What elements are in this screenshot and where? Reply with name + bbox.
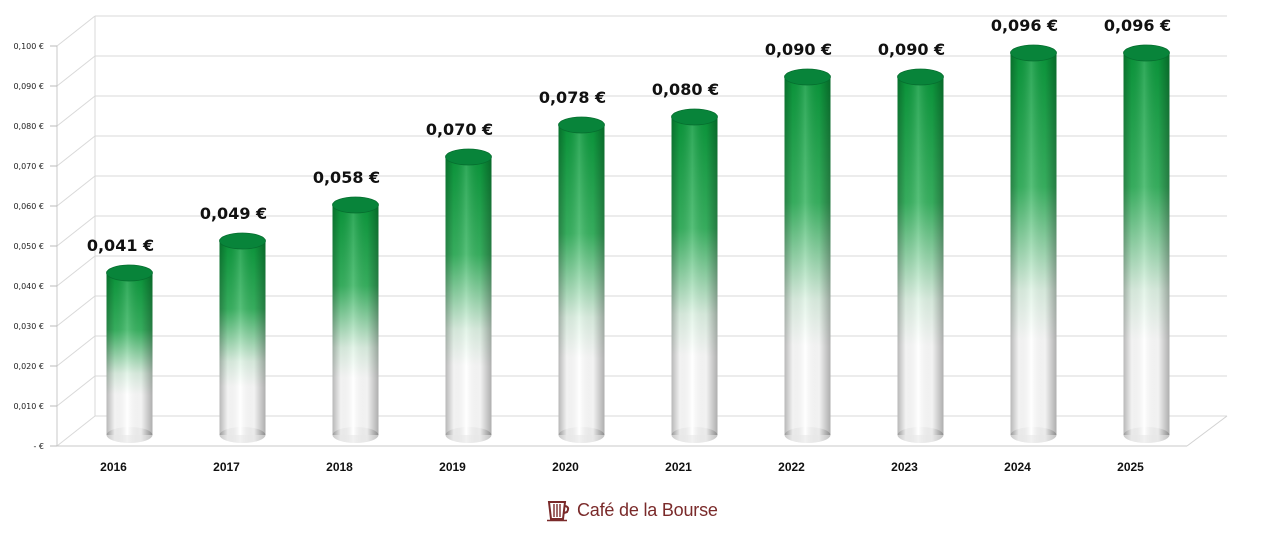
bar-base-shade: [106, 427, 153, 443]
bar-shading: [332, 205, 379, 435]
bar-base-shade: [1123, 427, 1170, 443]
y-tick-label: 0,020 €: [13, 362, 44, 371]
bar-shading: [897, 77, 944, 435]
bar-shading: [671, 117, 718, 435]
bar-top: [1010, 44, 1057, 62]
bar-shading: [558, 125, 605, 435]
bar-2025: [1123, 44, 1170, 443]
category-label-2017: 2017: [213, 460, 240, 474]
category-label-2016: 2016: [100, 460, 127, 474]
data-label-2019: 0,070 €: [426, 120, 493, 139]
gridline-side: [56, 95, 96, 127]
y-tick-label: 0,040 €: [13, 282, 44, 291]
y-axis-ticks: - € 0,010 € 0,020 € 0,030 € 0,040 € 0,050 € 0,…: [13, 42, 57, 451]
bar-shading: [1010, 53, 1057, 435]
dividend-chart: - € 0,010 € 0,020 € 0,030 € 0,040 € 0,050 € 0,…: [13, 15, 1228, 474]
bar-2017: [219, 232, 266, 443]
gridline-side: [56, 55, 96, 87]
bar-base-shade: [445, 427, 492, 443]
category-label-2023: 2023: [891, 460, 918, 474]
y-tick-label: 0,100 €: [13, 42, 44, 51]
y-tick-label: 0,050 €: [13, 242, 44, 251]
data-label-2025: 0,096 €: [1104, 16, 1171, 35]
y-tick-label: 0,070 €: [13, 162, 44, 171]
bar-top: [1123, 44, 1170, 62]
gridline-side: [56, 255, 96, 287]
brand-logo: Café de la Bourse: [545, 497, 718, 523]
category-label-2024: 2024: [1004, 460, 1031, 474]
data-label-2024: 0,096 €: [991, 16, 1058, 35]
x-axis-categories: 2016 2017 2018 2019 2020 2021 2022 2023 2024 2025: [100, 460, 1144, 474]
category-label-2025: 2025: [1117, 460, 1144, 474]
bar-2019: [445, 148, 492, 443]
gridline-side: [56, 135, 96, 167]
floor-edge: [1186, 415, 1228, 447]
bar-shading: [1123, 53, 1170, 435]
data-labels: 0,041 € 0,049 € 0,058 € 0,070 € 0,078 € 0,080…: [87, 16, 1171, 255]
bar-shading: [445, 157, 492, 435]
bar-top: [219, 232, 266, 250]
bar-base-shade: [784, 427, 831, 443]
bar-2016: [106, 264, 153, 443]
category-label-2021: 2021: [665, 460, 692, 474]
data-label-2023: 0,090 €: [878, 40, 945, 59]
bar-top: [671, 108, 718, 126]
data-label-2018: 0,058 €: [313, 168, 380, 187]
category-label-2018: 2018: [326, 460, 353, 474]
bar-2018: [332, 196, 379, 443]
data-label-2020: 0,078 €: [539, 88, 606, 107]
y-tick-label: 0,010 €: [13, 402, 44, 411]
data-label-2017: 0,049 €: [200, 204, 267, 223]
data-label-2022: 0,090 €: [765, 40, 832, 59]
y-tick-label: 0,030 €: [13, 322, 44, 331]
bar-top: [106, 264, 153, 282]
bar-base-shade: [558, 427, 605, 443]
bar-2021: [671, 108, 718, 443]
bar-2022: [784, 68, 831, 443]
bar-2023: [897, 68, 944, 443]
bar-base-shade: [897, 427, 944, 443]
category-label-2019: 2019: [439, 460, 466, 474]
y-tick-label: 0,060 €: [13, 202, 44, 211]
gridline-side: [56, 295, 96, 327]
category-label-2020: 2020: [552, 460, 579, 474]
gridline-side: [56, 215, 96, 247]
bars: [106, 44, 1170, 443]
category-label-2022: 2022: [778, 460, 805, 474]
gridline-side: [56, 175, 96, 207]
bar-2020: [558, 116, 605, 443]
bar-base-shade: [1010, 427, 1057, 443]
y-tick-label: 0,090 €: [13, 82, 44, 91]
brand-name: Café de la Bourse: [577, 499, 718, 520]
bar-top: [445, 148, 492, 166]
gridline-side: [56, 335, 96, 367]
bar-shading: [219, 241, 266, 435]
bar-top: [784, 68, 831, 86]
y-tick-label: 0,080 €: [13, 122, 44, 131]
y-tick-label: - €: [33, 442, 44, 451]
coffee-cup-icon: [547, 501, 570, 522]
bar-top: [332, 196, 379, 214]
gridline-side: [56, 15, 96, 47]
bar-top: [897, 68, 944, 86]
data-label-2016: 0,041 €: [87, 236, 154, 255]
bar-base-shade: [332, 427, 379, 443]
data-label-2021: 0,080 €: [652, 80, 719, 99]
bar-base-shade: [219, 427, 266, 443]
gridline-side: [56, 415, 96, 447]
bar-top: [558, 116, 605, 134]
bar-shading: [784, 77, 831, 435]
gridline-side: [56, 375, 96, 407]
bar-2024: [1010, 44, 1057, 443]
bar-base-shade: [671, 427, 718, 443]
bar-shading: [106, 273, 153, 435]
